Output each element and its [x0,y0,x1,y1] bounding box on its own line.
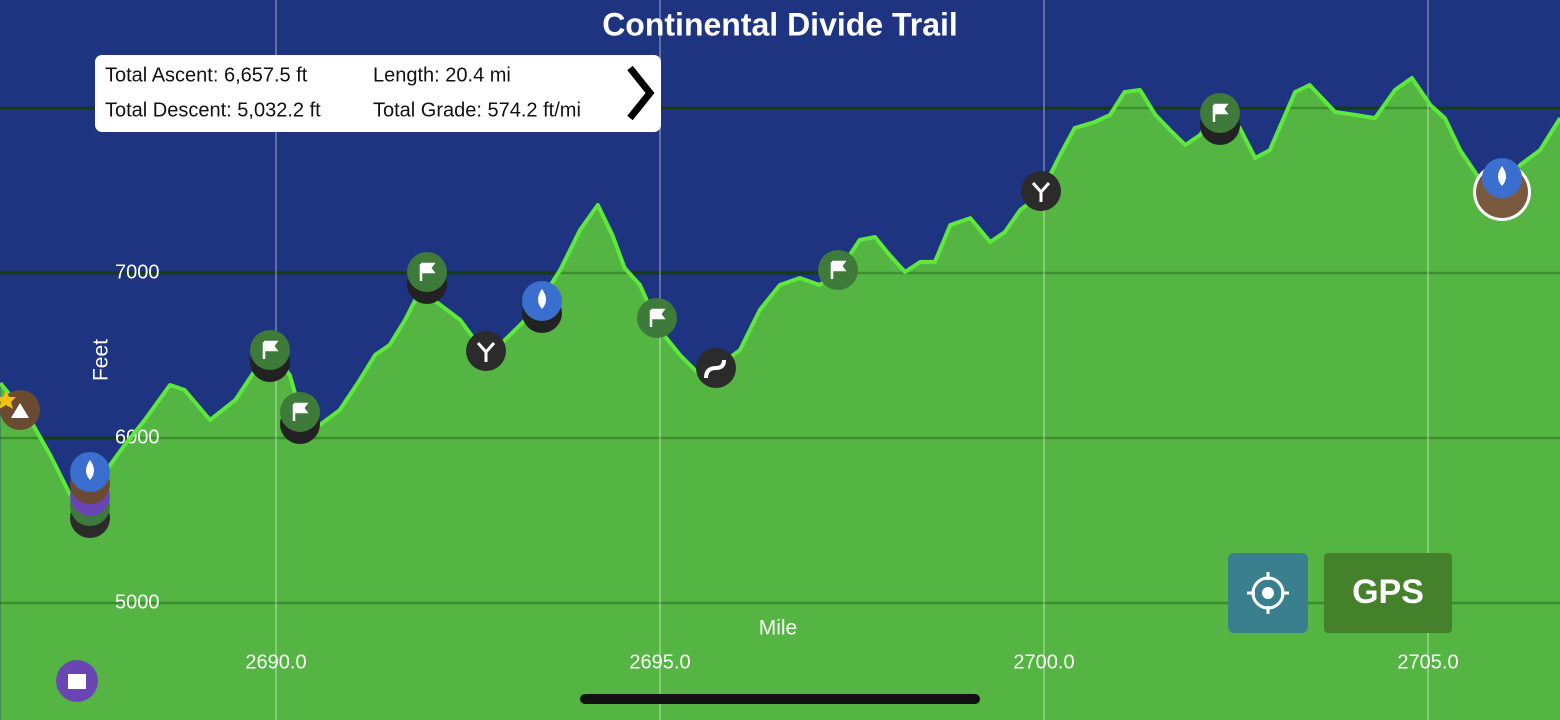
x-tick-label: 2690.0 [245,651,306,673]
x-axis-label: Mile [759,617,798,640]
chart-title: Continental Divide Trail [602,6,958,42]
elevation-line [0,76,1560,502]
locate-icon-dot [1262,587,1274,599]
y-tick-label: 5000 [115,591,160,613]
y-axis-label: Feet [90,339,113,381]
total-descent: Total Descent: 5,032.2 ft [105,99,321,121]
gps-button[interactable]: GPS [1324,553,1452,633]
elevation-area [0,78,1560,720]
camp-icon [11,403,29,418]
x-tick-label: 2700.0 [1013,651,1074,673]
gps-label: GPS [1352,573,1424,611]
total-ascent: Total Ascent: 6,657.5 ft [105,64,308,86]
locate-icon-ticks [1247,572,1289,614]
gps-button-bg[interactable] [1324,553,1452,633]
locate-button[interactable] [1228,553,1308,633]
home-indicator [580,694,980,704]
chevron-icon[interactable] [627,65,655,121]
star-icon [0,390,16,409]
map-markers [0,93,1531,702]
x-tick-label: 2695.0 [629,651,690,673]
y-tick-label: 7000 [115,261,160,283]
stats-panel[interactable]: Total Ascent: 6,657.5 ft Total Descent: … [95,55,661,132]
stats-card[interactable] [95,55,661,132]
total-grade: Total Grade: 574.2 ft/mi [373,99,581,121]
marker-icons [68,103,1506,689]
x-tick-label: 2705.0 [1397,651,1458,673]
length: Length: 20.4 mi [373,64,511,86]
